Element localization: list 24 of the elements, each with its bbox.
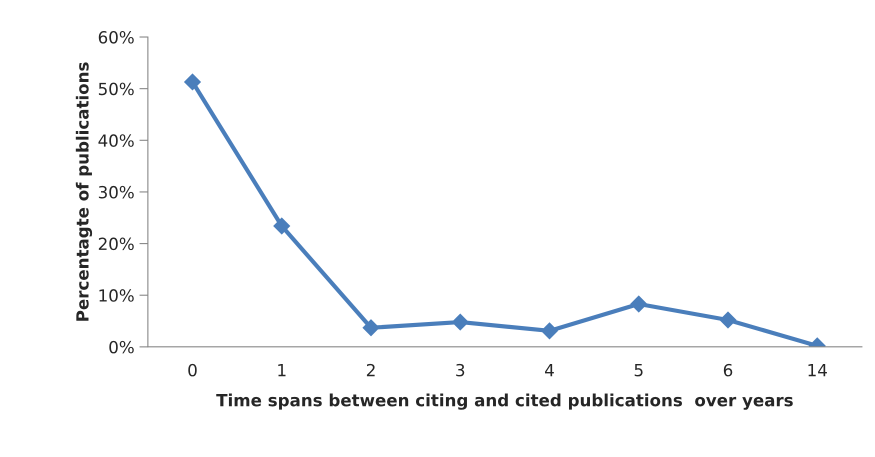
y-tick-label: 30% — [98, 186, 134, 199]
x-tick-label: 4 — [545, 364, 554, 376]
point — [184, 74, 201, 90]
point — [541, 322, 558, 340]
y-tick-label: 60% — [98, 30, 134, 44]
x-axis-title: Time spans between citing and cited publications over years — [216, 394, 793, 410]
x-tick-label: 1 — [278, 364, 286, 376]
y-tick-label: 0% — [109, 340, 134, 354]
y-tick-label: 20% — [98, 238, 134, 250]
x-tick-label: 2 — [366, 364, 375, 376]
x-tick-label: 0 — [188, 364, 197, 376]
x-tick-label: 6 — [724, 364, 732, 376]
x-tick-label: 5 — [634, 364, 643, 376]
x-tick-label: 3 — [456, 364, 464, 376]
y-axis-title: Percentagte of publications — [76, 62, 92, 321]
point — [720, 312, 736, 328]
point — [362, 319, 380, 336]
x-tick-label: 14 — [808, 364, 827, 376]
y-tick-label: 40% — [98, 134, 134, 147]
point — [452, 314, 469, 330]
point — [273, 218, 290, 234]
point — [630, 296, 648, 312]
y-tick-label: 10% — [99, 289, 134, 302]
y-tick-label: 50% — [98, 82, 134, 96]
